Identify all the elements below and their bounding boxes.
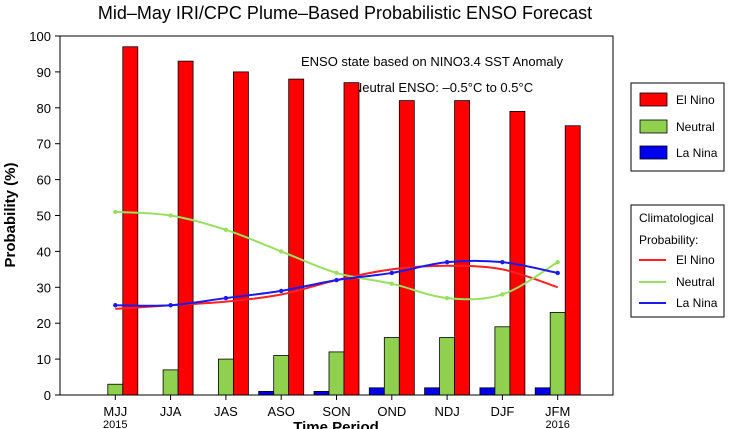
y-tick-label: 90 (37, 65, 51, 80)
bar-neutral (549, 312, 566, 396)
climatology-point-la-nina (334, 277, 339, 283)
x-tick-label: JAS (214, 404, 238, 419)
x-tick-label: SON (322, 404, 350, 419)
bar-el-nino (177, 60, 194, 396)
bar-neutral (383, 337, 400, 396)
climatology-legend-label-el-nino: El Nino (676, 253, 715, 267)
y-tick-label: 40 (37, 244, 51, 259)
bar-la-nina (534, 387, 551, 396)
bar-neutral (107, 383, 124, 396)
y-tick-label: 20 (37, 316, 51, 331)
x-tick-label: MJJ (103, 404, 127, 419)
x-tick-label: JFM (545, 404, 570, 419)
bar-el-nino (288, 78, 305, 396)
y-tick-label: 50 (37, 209, 51, 224)
climatology-point-neutral (500, 292, 505, 297)
bar-el-nino (343, 82, 360, 396)
annotation-neutral-range: Neutral ENSO: –0.5°C to 0.5°C (353, 80, 533, 95)
x-tick-label: JJA (160, 404, 182, 419)
legend-swatch-la-nina (639, 145, 668, 160)
legend: El Nino Neutral La Nina (630, 82, 725, 172)
climatology-point-neutral (168, 213, 173, 218)
y-tick-label: 30 (37, 280, 51, 295)
y-tick-label: 100 (29, 29, 51, 44)
climatology-point-la-nina (223, 295, 229, 301)
year-label: 2015 (103, 419, 127, 429)
climatology-point-la-nina (555, 270, 560, 276)
bar-neutral (217, 358, 234, 396)
bar-neutral (494, 326, 511, 396)
bar-neutral (439, 337, 456, 396)
bar-el-nino (122, 46, 139, 396)
bar-el-nino (398, 100, 415, 396)
bar-la-nina (313, 391, 330, 396)
y-tick-label: 80 (37, 101, 51, 116)
bar-neutral (273, 355, 290, 396)
bar-la-nina (258, 391, 275, 396)
y-axis-ticks: 0 10 20 30 40 50 60 70 80 90 100 (29, 29, 60, 403)
climatology-legend-label-la-nina: La Nina (676, 296, 718, 310)
legend-swatch-neutral (639, 119, 668, 134)
bar-la-nina (424, 387, 441, 396)
climatology-point-la-nina (500, 259, 505, 265)
climatology-point-neutral (389, 281, 394, 286)
bar-la-nina (479, 387, 496, 396)
plot-frame (59, 35, 614, 396)
x-tick-label: NDJ (434, 404, 459, 419)
climatology-point-neutral (444, 295, 450, 301)
x-tick-label: ASO (267, 404, 294, 419)
climatology-point-neutral (334, 270, 339, 276)
climatology-point-la-nina (279, 288, 284, 294)
y-tick-label: 10 (37, 352, 51, 367)
climatology-legend: Climatological Probability: El Nino Neutr… (630, 204, 725, 318)
climatology-lines-layer (113, 209, 560, 310)
legend-label-el-nino: El Nino (676, 93, 715, 107)
bars-layer (107, 46, 581, 396)
y-tick-label: 70 (37, 137, 51, 152)
climatology-point-neutral (223, 227, 229, 233)
bar-neutral (328, 351, 345, 396)
climatology-point-la-nina (444, 259, 450, 265)
bar-la-nina (368, 387, 385, 396)
climatology-point-neutral (555, 259, 560, 265)
climatology-point-la-nina (113, 303, 118, 308)
chart-title: Mid–May IRI/CPC Plume–Based Probabilisti… (98, 3, 592, 23)
year-label: 2016 (545, 419, 569, 429)
bar-neutral (162, 369, 179, 396)
climatology-legend-title-line1: Climatological (639, 211, 714, 225)
bar-el-nino (564, 125, 581, 396)
y-tick-label: 60 (37, 173, 51, 188)
x-axis-label: Time Period (293, 419, 379, 429)
climatology-legend-label-neutral: Neutral (676, 275, 715, 289)
x-tick-label: DJF (490, 404, 514, 419)
climatology-point-la-nina (389, 270, 394, 276)
x-axis-ticks: MJJ JJA JAS ASO SON OND NDJ DJF JFM 2015 2016 (103, 395, 570, 429)
legend-label-la-nina: La Nina (676, 146, 718, 160)
climatology-point-neutral (279, 249, 284, 254)
x-tick-label: OND (377, 404, 406, 419)
bar-el-nino (454, 100, 471, 396)
climatology-point-neutral (113, 209, 118, 215)
y-axis-label: Probability (%) (2, 162, 19, 267)
y-tick-label: 0 (44, 388, 51, 403)
legend-swatch-el-nino (639, 92, 668, 107)
annotation-enso-state: ENSO state based on NINO3.4 SST Anomaly (301, 54, 564, 69)
climatology-legend-title-line2: Probability: (639, 233, 698, 247)
bar-el-nino (509, 110, 526, 396)
climatology-point-la-nina (168, 303, 173, 308)
legend-label-neutral: Neutral (676, 120, 715, 134)
